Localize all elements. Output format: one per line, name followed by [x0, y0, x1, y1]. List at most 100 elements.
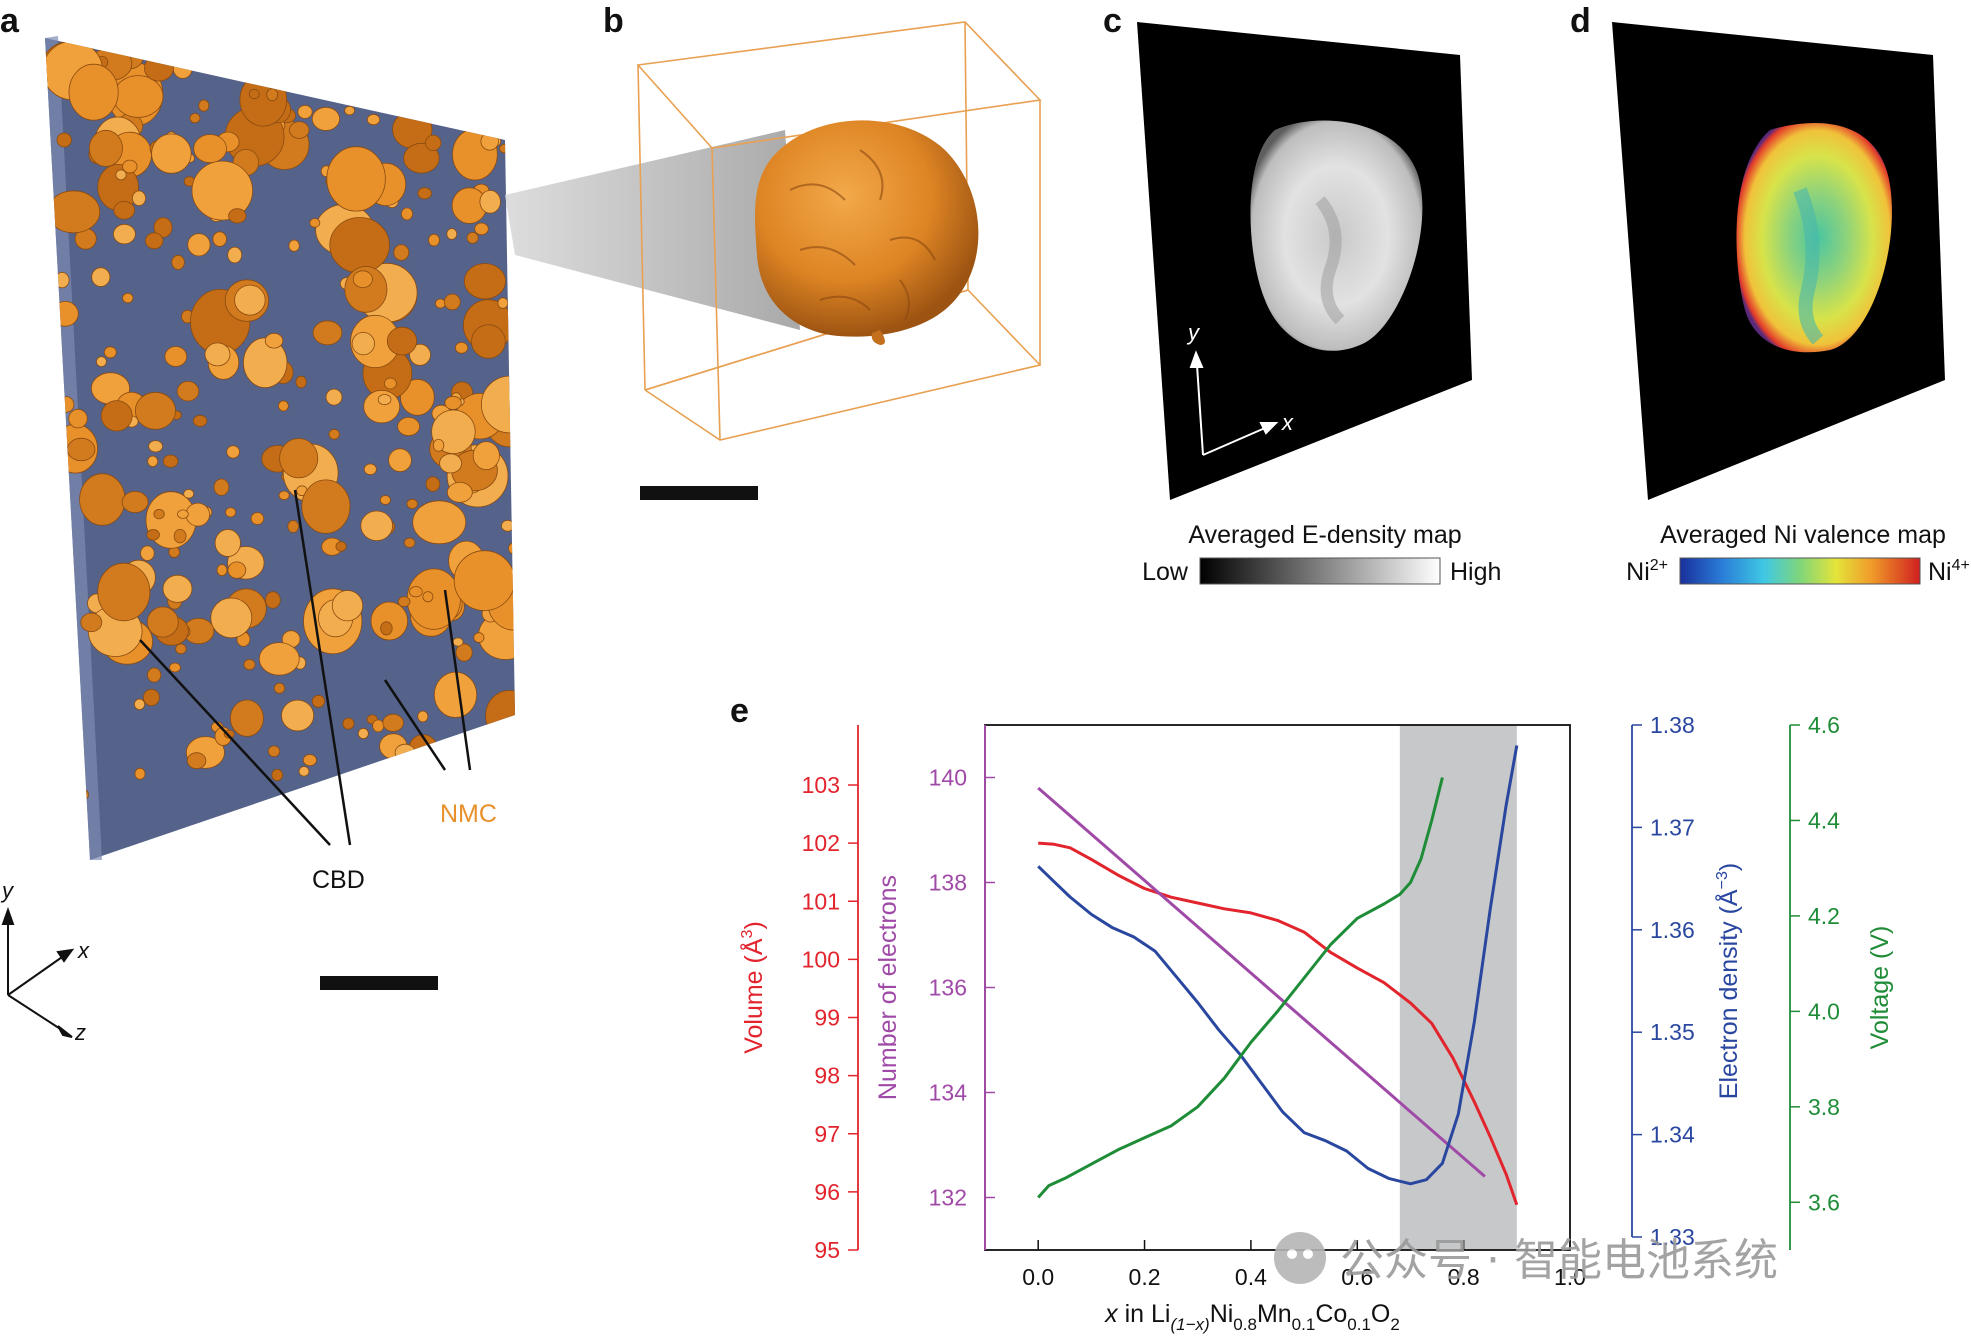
nmc-particle	[406, 568, 461, 630]
nmc-particle	[172, 58, 193, 79]
nmc-particle	[267, 745, 281, 758]
nmc-particle	[452, 128, 498, 181]
colorbar-ni2-label: Ni2+	[1626, 557, 1668, 586]
nmc-particle	[96, 356, 107, 368]
nmc-particle	[455, 643, 473, 662]
y-tick-label: 138	[929, 870, 967, 896]
nmc-particle	[173, 529, 187, 544]
nmc-particle	[153, 508, 165, 520]
nmc-particle	[309, 218, 321, 228]
nmc-particle	[133, 698, 146, 711]
y-axis-title: Number of electrons	[874, 875, 902, 1100]
nmc-particle	[409, 343, 431, 366]
colorbar-high-label: High	[1450, 558, 1501, 586]
x-axis-title-part: 0.8	[1233, 1315, 1257, 1334]
nmc-particle	[183, 488, 195, 499]
x-axis-title-part: Ni	[1210, 1300, 1234, 1328]
nmc-particle	[312, 320, 343, 346]
y-tick-label: 1.36	[1650, 917, 1695, 943]
nmc-particle	[403, 537, 416, 548]
nmc-particle	[88, 129, 123, 167]
nmc-particle	[175, 643, 187, 655]
y-tick-label: 3.8	[1808, 1094, 1840, 1120]
nmc-particle	[100, 400, 133, 432]
nmc-particle	[352, 270, 373, 289]
y-tick-label: 1.37	[1650, 814, 1695, 840]
nmc-particle	[302, 754, 317, 767]
y-tick-label: 98	[814, 1063, 840, 1089]
nmc-particle	[68, 408, 88, 429]
nmc-particle	[212, 231, 227, 247]
nmc-particle	[394, 743, 416, 762]
nmc-particle	[54, 271, 70, 289]
nmc-particle	[344, 105, 356, 116]
y-tick-label: 99	[814, 1005, 840, 1031]
nmc-particle	[79, 473, 126, 526]
nmc-particle	[417, 710, 429, 723]
edensity-inner-feature	[1315, 196, 1345, 325]
nmc-particle	[146, 529, 160, 541]
scale-bar-b	[640, 486, 758, 500]
nmc-particle	[164, 346, 188, 367]
nmc-particle	[198, 99, 210, 112]
nmc-particle	[428, 233, 440, 247]
nmc-particle	[434, 298, 446, 309]
nmc-particle	[372, 719, 385, 733]
nmc-particle	[331, 590, 364, 622]
high-voltage-shaded-region	[1399, 725, 1517, 1250]
nmc-particle	[363, 463, 377, 476]
x-axis-title-part: x	[1104, 1300, 1119, 1328]
nmc-particle	[115, 169, 127, 181]
nmc-particle	[453, 550, 515, 611]
nmc-particle	[57, 396, 75, 413]
nmc-particle	[406, 498, 418, 509]
nmc-particle	[281, 699, 315, 732]
nmc-particle	[258, 642, 300, 676]
x-axis-title-part: Mn	[1257, 1300, 1292, 1328]
nmc-particle	[425, 476, 441, 492]
nmc-particle	[264, 332, 284, 349]
nmc-particle	[474, 222, 489, 236]
x-axis-title-part: 0.1	[1347, 1315, 1371, 1334]
nmc-particle	[113, 201, 135, 220]
nmc-particles	[45, 40, 515, 801]
y-tick-label: 103	[802, 772, 840, 798]
nmc-particle	[480, 132, 499, 151]
nmc-particle	[216, 564, 228, 577]
ni4-sup: 4+	[1952, 557, 1970, 574]
x-tick-label: 0.8	[1448, 1264, 1480, 1290]
nmc-particle	[351, 331, 375, 356]
nmc-particle	[271, 768, 284, 782]
nmc-particle	[78, 788, 89, 801]
nmc-particle	[189, 113, 201, 124]
x-tick-label: 0.4	[1235, 1264, 1267, 1290]
nmc-particle	[417, 187, 432, 200]
nmc-particle	[227, 246, 243, 264]
nmc-particle	[229, 699, 264, 737]
y-tick-label: 3.6	[1808, 1189, 1840, 1215]
nmc-particle	[446, 481, 473, 503]
y-tick-label: 100	[802, 946, 840, 972]
nmc-particle	[370, 601, 408, 641]
valence-inner-feature	[1793, 187, 1824, 345]
x-axis-title-part: O	[1371, 1300, 1390, 1328]
y-tick-label: 4.0	[1808, 998, 1840, 1024]
nmc-particle	[204, 342, 231, 367]
axis-x-label-c: x	[1281, 410, 1294, 435]
y-tick-label: 101	[802, 888, 840, 914]
y-axis-title: Volume (Å3)	[738, 921, 768, 1054]
nmc-particle	[454, 341, 469, 354]
panel-label-d: d	[1570, 2, 1591, 40]
y-axis-title-base: Volume (Å	[738, 938, 768, 1054]
scale-bar-a	[320, 976, 438, 990]
nmc-particle	[278, 490, 290, 501]
nmc-particle	[131, 190, 146, 207]
nmc-particle	[185, 502, 211, 527]
nmc-particle	[228, 208, 247, 224]
nmc-particle	[452, 637, 464, 647]
nmc-particle	[433, 671, 478, 718]
nmc-particle	[243, 337, 288, 389]
nmc-particle	[446, 228, 458, 240]
cbd-pointer-2	[293, 489, 352, 846]
y-tick-label: 4.2	[1808, 903, 1840, 929]
